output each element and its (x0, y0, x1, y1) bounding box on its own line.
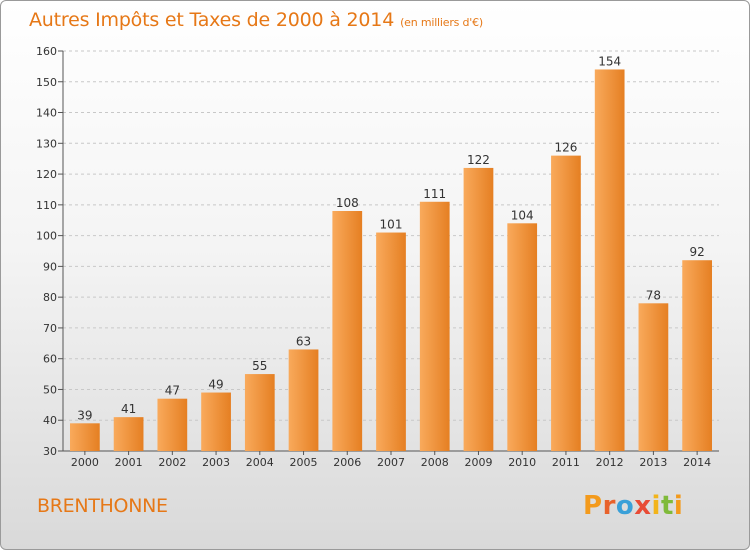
x-tick-label: 2014 (683, 456, 711, 469)
bar-value-label: 108 (336, 196, 359, 210)
bar-value-label: 122 (467, 153, 490, 167)
x-tick-label: 2007 (377, 456, 405, 469)
y-tick-label: 50 (43, 383, 57, 396)
y-tick-label: 100 (36, 230, 57, 243)
bar-value-label: 104 (511, 208, 534, 222)
bar-value-label: 78 (646, 288, 661, 302)
x-tick-label: 2010 (508, 456, 536, 469)
x-tick-label: 2012 (596, 456, 624, 469)
proxiti-logo: Proxiti (583, 491, 683, 521)
y-tick-label: 150 (36, 76, 57, 89)
bar-value-label: 101 (380, 218, 403, 232)
y-tick-label: 120 (36, 168, 57, 181)
y-tick-label: 60 (43, 353, 57, 366)
x-tick-label: 2001 (115, 456, 143, 469)
bar-value-label: 39 (77, 408, 92, 422)
bar-value-label: 111 (423, 187, 446, 201)
x-tick-label: 2003 (202, 456, 230, 469)
logo-letter: x (634, 491, 652, 521)
bar (594, 69, 625, 451)
bar-value-label: 47 (165, 384, 180, 398)
bar-value-label: 49 (208, 378, 223, 392)
bar (463, 167, 494, 451)
chart-title-text: Autres Impôts et Taxes de 2000 à 2014 (29, 9, 395, 31)
bars (69, 69, 713, 451)
x-tick-label: 2011 (552, 456, 580, 469)
y-tick-label: 30 (43, 445, 57, 458)
bar (507, 223, 538, 451)
bar (113, 417, 144, 451)
bar (419, 201, 450, 451)
x-tick-label: 2002 (158, 456, 186, 469)
x-tick-label: 2013 (639, 456, 667, 469)
y-tick-label: 110 (36, 199, 57, 212)
logo-letter: o (615, 491, 635, 521)
labels: 30 40 50 60 70 80 90 100 110 120 130 140 150 160 39 200… (36, 45, 711, 469)
logo-letter: i (651, 491, 661, 521)
bar (157, 398, 188, 451)
bar (332, 211, 363, 451)
y-tick-label: 70 (43, 322, 57, 335)
x-tick-label: 2006 (333, 456, 361, 469)
place-name: BRENTHONNE (37, 495, 168, 517)
chart-title: Autres Impôts et Taxes de 2000 à 2014 (en… (29, 9, 483, 31)
bar-value-label: 126 (554, 141, 577, 155)
x-tick-label: 2005 (290, 456, 318, 469)
x-tick-label: 2009 (464, 456, 492, 469)
logo-letter: t (660, 491, 674, 521)
bar (551, 155, 581, 451)
bar (288, 349, 319, 451)
y-tick-label: 130 (36, 137, 57, 150)
x-tick-label: 2004 (246, 456, 274, 469)
bar (244, 374, 275, 451)
chart-title-unit: (en milliers d'€) (400, 16, 483, 29)
bar-value-label: 41 (121, 402, 136, 416)
y-tick-label: 40 (43, 414, 57, 427)
bar-value-label: 55 (252, 359, 267, 373)
logo-letter: r (602, 491, 616, 521)
y-tick-label: 140 (36, 107, 57, 120)
x-tick-label: 2008 (421, 456, 449, 469)
bar (638, 303, 669, 451)
y-tick-label: 160 (36, 45, 57, 58)
bar-value-label: 92 (689, 245, 704, 259)
bar-value-label: 154 (598, 54, 621, 68)
x-tick-label: 2000 (71, 456, 99, 469)
logo-letter: P (583, 491, 603, 521)
bar (69, 423, 100, 451)
logo-letter: i (673, 491, 684, 521)
bar (376, 232, 406, 451)
y-tick-label: 80 (43, 291, 57, 304)
bar (682, 260, 713, 451)
bar-value-label: 63 (296, 334, 311, 348)
bar (201, 392, 231, 451)
y-tick-label: 90 (43, 260, 57, 273)
